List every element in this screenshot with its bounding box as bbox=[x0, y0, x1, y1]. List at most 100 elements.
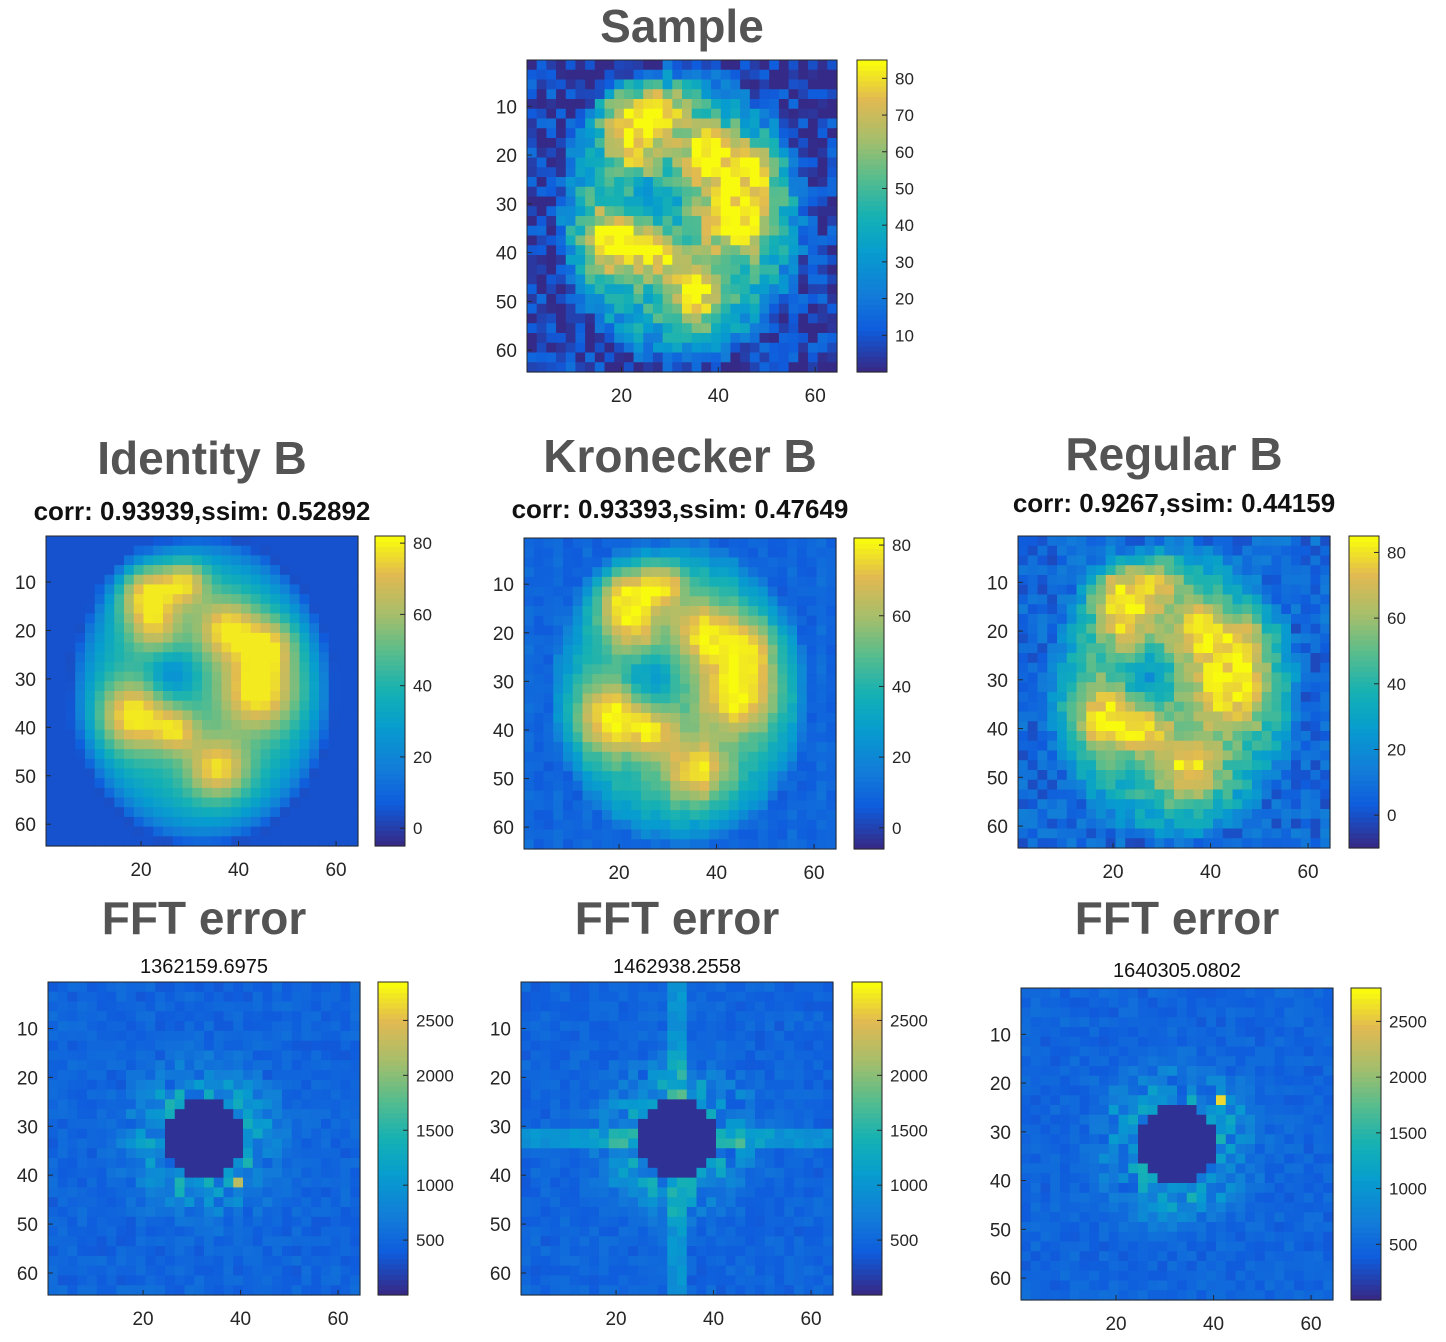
heatmap-cell bbox=[701, 264, 712, 276]
heatmap-cell bbox=[1164, 701, 1175, 713]
heatmap-cell bbox=[289, 758, 301, 770]
heatmap-cell bbox=[670, 654, 681, 665]
heatmap-cell bbox=[311, 1128, 322, 1140]
heatmap-cell bbox=[730, 284, 741, 295]
heatmap-cell bbox=[133, 836, 145, 847]
heatmap-cell bbox=[614, 294, 625, 305]
heatmap-cell bbox=[204, 982, 215, 993]
heatmap-cell bbox=[701, 108, 712, 120]
heatmap-cell bbox=[260, 826, 271, 837]
heatmap-cell bbox=[738, 761, 749, 772]
heatmap-cell bbox=[777, 839, 788, 850]
heatmap-cell bbox=[1291, 662, 1302, 674]
heatmap-cell bbox=[104, 720, 115, 731]
heatmap-cell bbox=[114, 555, 125, 566]
heatmap-cell bbox=[767, 615, 779, 627]
heatmap-cell bbox=[1135, 536, 1146, 547]
heatmap-cell bbox=[133, 642, 145, 653]
heatmap-cell bbox=[1222, 575, 1234, 586]
heatmap-cell bbox=[1096, 721, 1107, 732]
heatmap-cell bbox=[1086, 614, 1097, 625]
heatmap-cell bbox=[272, 1118, 283, 1130]
heatmap-cell bbox=[1027, 789, 1039, 800]
heatmap-cell bbox=[816, 771, 827, 782]
heatmap-cell bbox=[1242, 545, 1253, 557]
heatmap-cell bbox=[202, 594, 213, 605]
heatmap-cell bbox=[740, 333, 751, 344]
heatmap-cell bbox=[55, 574, 67, 586]
heatmap-cell bbox=[806, 829, 818, 840]
heatmap-cell bbox=[184, 982, 195, 993]
heatmap-cell bbox=[1125, 575, 1136, 586]
heatmap-cell bbox=[699, 722, 710, 733]
heatmap-cell bbox=[650, 674, 662, 685]
heatmap-cell bbox=[75, 758, 86, 770]
heatmap-cell bbox=[1222, 711, 1234, 722]
heatmap-cell bbox=[1135, 633, 1146, 644]
heatmap-cell bbox=[543, 790, 554, 802]
heatmap-cell bbox=[1203, 750, 1214, 761]
heatmap-cell bbox=[252, 1011, 264, 1022]
heatmap-cell bbox=[748, 829, 759, 840]
heatmap-cell bbox=[1066, 838, 1078, 849]
heatmap-cell bbox=[749, 147, 761, 159]
heatmap-cell bbox=[699, 693, 710, 704]
heatmap-cell bbox=[604, 177, 615, 188]
heatmap-cell bbox=[299, 836, 310, 847]
heatmap-cell bbox=[1271, 633, 1282, 644]
heatmap-cell bbox=[1222, 838, 1234, 849]
colorbar-segment bbox=[854, 662, 884, 669]
heatmap-cell bbox=[260, 661, 271, 673]
colorbar-segment bbox=[854, 615, 884, 622]
heatmap-cell bbox=[758, 819, 769, 831]
heatmap-cell bbox=[592, 722, 603, 733]
heatmap-cell bbox=[650, 722, 662, 733]
heatmap-cell bbox=[340, 1001, 351, 1012]
heatmap-cell bbox=[602, 839, 613, 850]
heatmap-cell bbox=[553, 780, 564, 792]
heatmap-cell bbox=[701, 216, 712, 227]
heatmap-cell bbox=[133, 661, 145, 673]
heatmap-cell bbox=[289, 603, 301, 615]
heatmap-cell bbox=[48, 1138, 59, 1149]
heatmap-cell bbox=[243, 1128, 254, 1140]
heatmap-cell bbox=[680, 800, 691, 811]
heatmap-cell bbox=[260, 710, 271, 721]
colorbar-segment bbox=[375, 794, 405, 801]
heatmap-cell bbox=[817, 274, 828, 285]
heatmap-cell bbox=[585, 128, 596, 139]
heatmap-cell bbox=[826, 547, 837, 559]
heatmap-cell bbox=[1183, 789, 1195, 800]
heatmap-cell bbox=[1047, 818, 1058, 830]
heatmap-cell bbox=[85, 768, 96, 779]
heatmap-cell bbox=[767, 606, 779, 617]
heatmap-cell bbox=[1183, 779, 1195, 791]
heatmap-cell bbox=[633, 352, 644, 363]
heatmap-cell bbox=[114, 700, 125, 711]
heatmap-cell bbox=[1018, 614, 1029, 625]
heatmap-cell bbox=[270, 681, 281, 692]
heatmap-cell bbox=[701, 284, 712, 295]
heatmap-cell bbox=[182, 642, 193, 653]
heatmap-cell bbox=[1310, 701, 1321, 713]
heatmap-cell bbox=[223, 1021, 234, 1032]
heatmap-cell bbox=[527, 303, 538, 315]
heatmap-cell bbox=[309, 584, 320, 595]
heatmap-cell bbox=[94, 758, 106, 770]
heatmap-cell bbox=[817, 177, 828, 188]
heatmap-cell bbox=[163, 545, 174, 556]
heatmap-cell bbox=[691, 108, 702, 120]
heatmap-cell bbox=[299, 749, 310, 760]
heatmap-cell bbox=[650, 606, 662, 617]
heatmap-cell bbox=[133, 691, 145, 702]
heatmap-cell bbox=[777, 751, 788, 763]
heatmap-cell bbox=[124, 536, 135, 547]
heatmap-cell bbox=[701, 128, 712, 139]
heatmap-cell bbox=[1125, 692, 1136, 703]
heatmap-cell bbox=[533, 538, 545, 549]
heatmap-cell bbox=[1086, 731, 1097, 742]
heatmap-cell bbox=[650, 625, 662, 636]
heatmap-cell bbox=[1037, 555, 1048, 566]
heatmap-cell bbox=[641, 596, 652, 607]
heatmap-cell bbox=[77, 1050, 88, 1061]
